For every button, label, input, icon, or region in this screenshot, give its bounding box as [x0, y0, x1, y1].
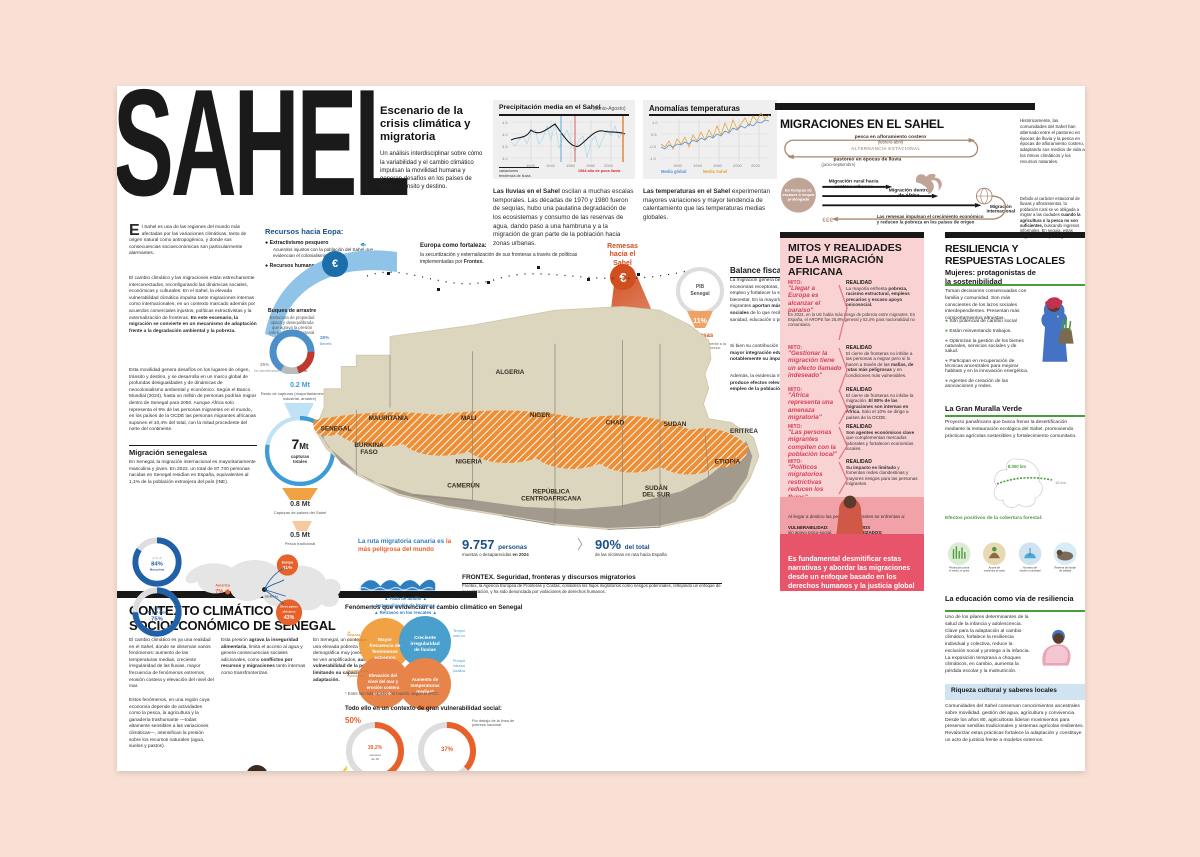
svg-text:ALGERIA: ALGERIA: [496, 369, 525, 376]
svg-text:4.0: 4.0: [502, 132, 508, 137]
svg-text:31%: 31%: [283, 565, 293, 571]
svg-text:temperaturas: temperaturas: [410, 683, 440, 688]
svg-text:nivel del mar y: nivel del mar y: [368, 679, 399, 684]
svg-text:frecuencia de: frecuencia de: [370, 643, 401, 649]
svg-text:4.5: 4.5: [502, 120, 508, 125]
svg-text:SUDÁN: SUDÁN: [645, 483, 668, 492]
svg-text:REPÚBLICA: REPÚBLICA: [533, 487, 571, 496]
svg-text:Creciente: Creciente: [414, 635, 436, 641]
svg-text:Otros países: Otros países: [280, 605, 298, 609]
svg-text:centros urbanos: centros urbanos: [834, 184, 873, 190]
svg-text:de calidad: de calidad: [1059, 568, 1071, 572]
svg-text:FASO: FASO: [360, 449, 377, 456]
svg-text:fenómenos: fenómenos: [372, 649, 398, 655]
svg-text:2000: 2000: [604, 163, 614, 168]
svg-text:8.000 km: 8.000 km: [1008, 464, 1026, 469]
svg-text:(febrero-abril): (febrero-abril): [878, 140, 904, 145]
svg-text:erosión costera: erosión costera: [367, 685, 400, 690]
svg-text:MALI: MALI: [461, 415, 477, 422]
svg-text:BURKINA: BURKINA: [354, 442, 384, 449]
svg-text:africanos: africanos: [283, 609, 296, 613]
svg-text:37%: 37%: [441, 747, 454, 753]
svg-text:SENEGAL: SENEGAL: [321, 426, 352, 433]
svg-text:NIGER: NIGER: [530, 412, 551, 419]
svg-text:39,2%: 39,2%: [368, 745, 383, 751]
svg-text:1900: 1900: [673, 163, 683, 168]
svg-text:0.5: 0.5: [651, 132, 657, 137]
svg-text:1980: 1980: [586, 163, 596, 168]
svg-text:25%: 25%: [260, 362, 269, 367]
svg-text:Aumento de: Aumento de: [412, 677, 439, 682]
svg-text:1960: 1960: [713, 163, 723, 168]
svg-text:prolongada: prolongada: [788, 197, 810, 202]
svg-text:7%: 7%: [215, 589, 223, 595]
svg-text:de África: de África: [898, 192, 919, 199]
svg-text:el viento, el polvo: el viento, el polvo: [949, 568, 970, 572]
svg-text:15 y 34 años: 15 y 34 años: [148, 611, 167, 615]
svg-text:Inundaciones: Inundaciones: [347, 669, 369, 673]
svg-text:€€€: €€€: [822, 217, 833, 224]
svg-text:Masculina: Masculina: [150, 567, 165, 571]
svg-text:ETIOPÍA: ETIOPÍA: [715, 457, 741, 466]
svg-text:intensas y: intensas y: [453, 664, 465, 668]
svg-text:Precipitaciones: Precipitaciones: [453, 659, 465, 663]
svg-text:NIGERIA: NIGERIA: [455, 459, 482, 466]
svg-text:SUDAN: SUDAN: [664, 421, 687, 428]
svg-text:ALTERNANCIA ESTACIONAL: ALTERNANCIA ESTACIONAL: [851, 146, 921, 151]
svg-text:más cortas: más cortas: [453, 634, 465, 638]
svg-text:2000: 2000: [733, 163, 743, 168]
svg-text:15 km: 15 km: [1055, 480, 1067, 485]
svg-text:1960: 1960: [566, 163, 576, 168]
svg-text:1940: 1940: [546, 163, 556, 168]
svg-text:€: €: [332, 258, 338, 270]
svg-text:CENTROAFRICANA: CENTROAFRICANA: [521, 495, 582, 502]
svg-text:1940: 1940: [693, 163, 703, 168]
svg-text:-1.0: -1.0: [649, 156, 657, 161]
svg-text:Europa: Europa: [282, 560, 293, 564]
svg-text:Las remesas impulsan el crecim: Las remesas impulsan el crecimiento econ…: [877, 214, 984, 219]
svg-text:3.5: 3.5: [502, 144, 508, 149]
svg-text:No identificados: No identificados: [254, 369, 280, 373]
svg-text:de 18: de 18: [371, 757, 379, 761]
svg-text:localizadas: localizadas: [453, 669, 465, 673]
svg-text:♂♀♂: ♂♀♂: [152, 556, 162, 561]
svg-text:CHAD: CHAD: [606, 420, 625, 427]
svg-text:fuente y humedad: fuente y humedad: [1020, 568, 1041, 572]
svg-text:prolongadas: prolongadas: [347, 638, 367, 642]
svg-text:irregularidad: irregularidad: [410, 641, 439, 647]
svg-text:CAMERÚN: CAMERÚN: [447, 481, 480, 490]
svg-text:internacional: internacional: [987, 209, 1016, 214]
svg-text:3.0: 3.0: [502, 156, 508, 161]
svg-text:84%: 84%: [151, 561, 163, 567]
svg-text:de lluvias: de lluvias: [414, 647, 436, 653]
svg-text:repentinas: repentinas: [347, 674, 364, 678]
svg-text:nutrientes al suelo: nutrientes al suelo: [984, 568, 1006, 572]
svg-text:América: América: [215, 583, 230, 587]
svg-text:DEL SUR: DEL SUR: [642, 492, 670, 499]
svg-text:extremos: extremos: [374, 655, 396, 661]
svg-text:75%: 75%: [151, 616, 163, 622]
svg-text:1.0: 1.0: [652, 120, 658, 125]
svg-text:-0.5: -0.5: [649, 144, 657, 149]
svg-text:Elevación del: Elevación del: [369, 673, 397, 678]
svg-text:MAURITANIA: MAURITANIA: [369, 415, 409, 422]
svg-text:43%: 43%: [284, 615, 295, 621]
svg-text:🐟: 🐟: [360, 242, 366, 248]
svg-text:Mayor: Mayor: [378, 637, 392, 643]
svg-text:ERITREA: ERITREA: [730, 428, 758, 435]
svg-text:Sequías: Sequías: [347, 633, 360, 637]
svg-text:y reducen la pobreza en los pa: y reducen la pobreza en los países de or…: [877, 220, 975, 225]
svg-text:Temporadas: Temporadas: [453, 629, 465, 633]
svg-text:2020: 2020: [751, 163, 761, 168]
